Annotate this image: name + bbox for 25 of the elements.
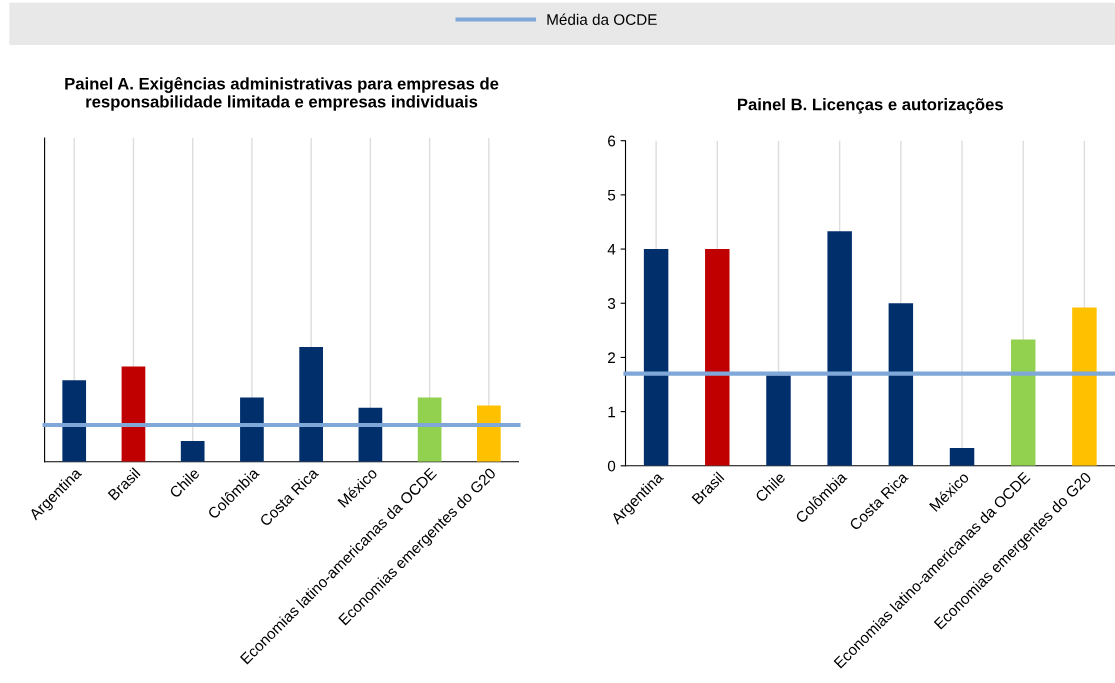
y-tick-label: 5 (607, 189, 616, 201)
chart-title: Painel A. Exigências administrativas para empresas de responsabilidade limitada e empresas individuais (65, 76, 499, 111)
y-tick-label: 1 (608, 406, 616, 418)
chart-title: Painel B. Licenças e autorizações (737, 98, 1003, 114)
bar (121, 366, 146, 462)
bar (705, 249, 730, 466)
bar (1010, 339, 1036, 466)
bar (643, 249, 669, 466)
bar (949, 447, 975, 466)
bar (888, 303, 914, 466)
bar (477, 405, 501, 462)
bar (417, 397, 442, 462)
bar (240, 397, 264, 462)
y-tick-label: 0 (607, 460, 616, 472)
bar (766, 375, 791, 466)
bar (1072, 307, 1097, 466)
bar (827, 231, 852, 466)
y-tick-label: 3 (607, 298, 616, 309)
y-tick-label: 4 (607, 244, 616, 255)
bar (62, 380, 87, 462)
bar (299, 346, 323, 462)
legend-label: Média da OCDE (547, 13, 657, 25)
y-tick-label: 2 (608, 352, 616, 363)
y-tick-label: 6 (608, 135, 616, 147)
bar (180, 441, 205, 462)
